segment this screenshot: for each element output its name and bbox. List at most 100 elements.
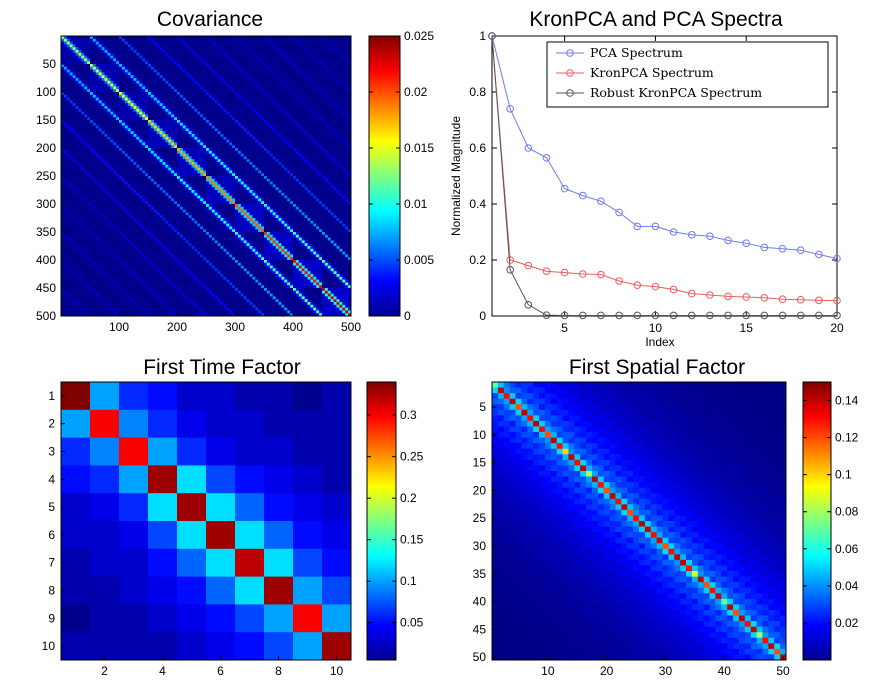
covariance-cell <box>310 139 314 143</box>
covariance-cell <box>319 159 323 163</box>
covariance-cell <box>339 36 343 40</box>
covariance-cell <box>133 142 137 146</box>
covariance-cell <box>156 117 160 121</box>
covariance-cell <box>177 170 181 174</box>
covariance-cell <box>269 170 274 174</box>
covariance-cell <box>249 89 253 93</box>
covariance-cell <box>243 83 247 87</box>
covariance-cell <box>127 92 131 96</box>
covariance-cell <box>264 164 268 168</box>
covariance-cell <box>316 94 320 98</box>
covariance-cell <box>211 153 216 157</box>
covariance-cell <box>121 66 126 70</box>
covariance-cell <box>281 145 285 149</box>
covariance-cell <box>255 103 259 107</box>
covariance-cell <box>348 162 352 166</box>
covariance-cell <box>66 66 71 70</box>
covariance-cell <box>153 156 158 160</box>
covariance-cell <box>168 125 172 129</box>
covariance-cell <box>110 153 114 157</box>
covariance-cell <box>182 122 187 126</box>
covariance-cell <box>313 108 317 112</box>
covariance-cell <box>84 78 88 82</box>
covariance-cell <box>261 78 265 82</box>
covariance-cell <box>139 153 143 157</box>
covariance-cell <box>240 55 245 59</box>
covariance-cell <box>63 139 68 143</box>
covariance-cell <box>298 170 303 174</box>
covariance-cell <box>252 41 256 45</box>
covariance-cell <box>90 80 94 84</box>
covariance-cell <box>153 50 158 54</box>
covariance-cell <box>220 164 224 168</box>
covariance-cell <box>295 38 300 42</box>
covariance-cell <box>200 55 204 59</box>
covariance-cell <box>185 75 189 79</box>
covariance-cell <box>168 103 172 107</box>
covariance-cell <box>208 100 213 104</box>
covariance-cell <box>252 108 256 112</box>
covariance-cell <box>145 66 149 70</box>
covariance-cell <box>92 44 97 48</box>
covariance-cell <box>342 108 346 112</box>
covariance-cell <box>232 72 236 76</box>
covariance-cell <box>61 167 65 171</box>
covariance-cell <box>211 58 216 62</box>
covariance-cell <box>127 72 131 76</box>
covariance-cell <box>63 61 68 65</box>
covariance-cell <box>235 55 239 59</box>
covariance-cell <box>275 41 279 45</box>
covariance-cell <box>295 167 300 171</box>
covariance-cell <box>171 80 175 84</box>
covariance-cell <box>348 41 352 45</box>
covariance-cell <box>90 153 94 157</box>
covariance-cell <box>121 159 126 163</box>
covariance-cell <box>214 111 218 115</box>
covariance-cell <box>145 131 149 135</box>
covariance-cell <box>110 72 114 76</box>
covariance-cell <box>81 139 85 143</box>
covariance-cell <box>177 156 181 160</box>
covariance-cell <box>206 117 210 121</box>
covariance-cell <box>281 61 285 65</box>
covariance-cell <box>188 103 192 107</box>
covariance-cell <box>211 92 216 96</box>
covariance-cell <box>203 162 207 166</box>
covariance-cell <box>284 47 288 51</box>
covariance-cell <box>104 120 108 124</box>
covariance-cell <box>75 125 79 129</box>
covariance-cell <box>194 164 198 168</box>
covariance-cell <box>272 114 276 118</box>
covariance-cell <box>124 162 129 166</box>
covariance-cell <box>116 156 120 160</box>
covariance-cell <box>116 64 120 68</box>
covariance-cell <box>116 103 120 107</box>
covariance-cell <box>322 44 326 48</box>
covariance-cell <box>63 69 68 73</box>
covariance-cell <box>124 156 129 160</box>
covariance-cell <box>295 94 300 98</box>
covariance-cell <box>310 41 314 45</box>
covariance-cell <box>240 52 245 56</box>
covariance-cell <box>284 44 288 48</box>
covariance-cell <box>133 50 137 54</box>
covariance-cell <box>200 167 204 171</box>
covariance-cell <box>330 66 334 70</box>
covariance-cell <box>339 162 343 166</box>
covariance-cell <box>188 41 192 45</box>
covariance-cell <box>301 134 305 138</box>
covariance-cell <box>278 108 282 112</box>
covariance-cell <box>345 142 349 146</box>
covariance-cell <box>95 86 100 90</box>
covariance-cell <box>240 83 245 87</box>
covariance-cell <box>266 167 271 171</box>
covariance-cell <box>124 69 129 73</box>
covariance-cell <box>72 94 76 98</box>
covariance-cell <box>61 100 65 104</box>
covariance-cell <box>188 55 192 59</box>
covariance-cell <box>269 164 274 168</box>
covariance-cell <box>171 125 175 129</box>
covariance-cell <box>165 142 169 146</box>
covariance-cell <box>316 58 320 62</box>
covariance-cell <box>121 80 126 84</box>
